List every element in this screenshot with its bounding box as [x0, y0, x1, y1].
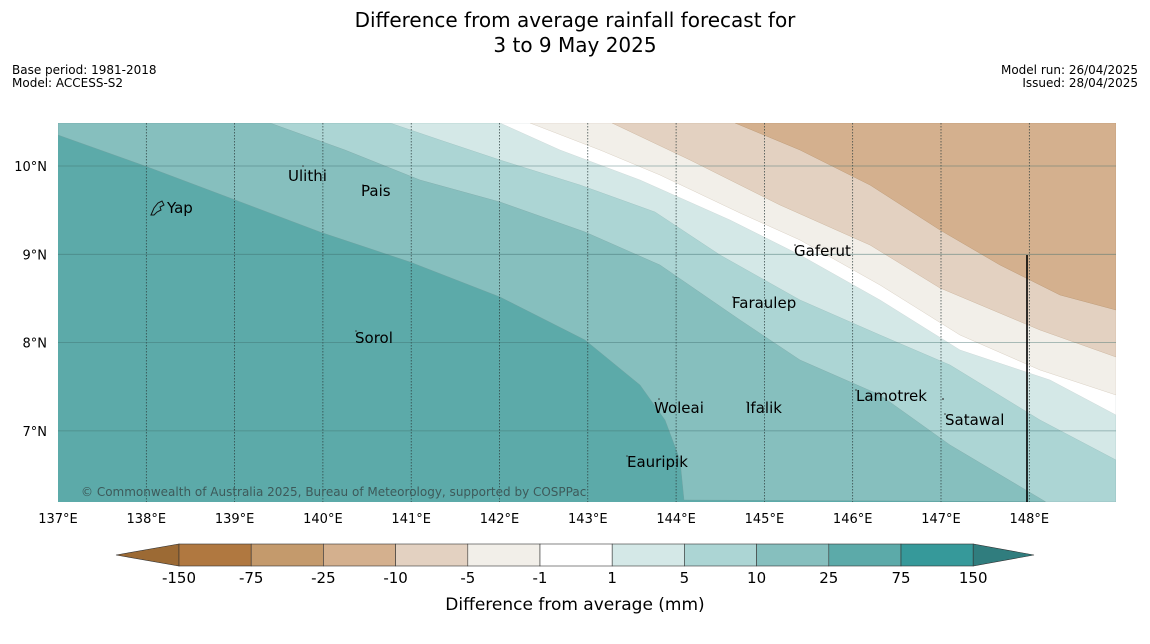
model-text: Model: ACCESS-S2	[12, 76, 124, 90]
colorbar-segment	[178, 543, 252, 567]
longitude-tick-label: 148°E	[1010, 512, 1050, 527]
colorbar-tick-label: 5	[680, 569, 690, 587]
colorbar-tick-label: -5	[460, 569, 475, 587]
colorbar-tick-label: -25	[311, 569, 336, 587]
colorbar-tick-label: 1	[607, 569, 617, 587]
island-markers	[302, 165, 946, 457]
copyright-text: © Commonwealth of Australia 2025, Bureau…	[81, 485, 586, 499]
longitude-tick-label: 144°E	[656, 512, 696, 527]
colorbar-high-extension	[972, 543, 1035, 567]
colorbar-segment	[828, 543, 902, 567]
colorbar-segment	[250, 543, 324, 567]
colorbar-segment	[756, 543, 830, 567]
contour-bands	[58, 123, 1116, 502]
label-ulithi: Ulithi	[288, 167, 327, 185]
longitude-tick-label: 138°E	[127, 512, 167, 527]
longitude-tick-label: 139°E	[215, 512, 255, 527]
label-satawal: Satawal	[945, 411, 1004, 429]
longitude-tick-label: 145°E	[745, 512, 785, 527]
longitude-tick-label: 142°E	[480, 512, 520, 527]
latitude-tick-label: 9°N	[23, 248, 48, 263]
colorbar-segment	[900, 543, 974, 567]
colorbar-segment	[611, 543, 685, 567]
longitude-tick-label: 140°E	[303, 512, 343, 527]
info-left: Base period: 1981-2018 Model: ACCESS-S2	[12, 64, 157, 90]
latitude-tick-label: 10°N	[14, 160, 47, 175]
yap-island-outline	[150, 200, 165, 216]
label-pais: Pais	[361, 182, 391, 200]
colorbar-label: Difference from average (mm)	[445, 595, 704, 615]
issued-text: Issued: 28/04/2025	[1022, 76, 1138, 90]
band-minus25-to-minus10	[734, 123, 1116, 311]
colorbar-segment	[395, 543, 469, 567]
colorbar-segment	[684, 543, 757, 567]
colorbar-segment	[467, 543, 541, 567]
latitude-tick-label: 7°N	[23, 425, 48, 440]
latitude-labels: 10°N 9°N 8°N 7°N	[14, 160, 47, 440]
label-eauripik: Eauripik	[627, 453, 688, 471]
colorbar-tick-label: 10	[747, 569, 766, 587]
base-period-text: Base period: 1981-2018	[12, 63, 157, 77]
longitude-tick-label: 146°E	[833, 512, 873, 527]
model-run-text: Model run: 26/04/2025	[1000, 63, 1138, 77]
colorbar-tick-label: 75	[891, 569, 910, 587]
longitude-tick-label: 141°E	[391, 512, 431, 527]
map-title-line1: Difference from average rainfall forecas…	[354, 8, 796, 32]
colorbar-segment	[539, 543, 613, 567]
latitude-tick-label: 8°N	[23, 337, 48, 352]
longitude-labels: 137°E 138°E 139°E 140°E 141°E 142°E 143°E 144°E…	[38, 512, 1049, 527]
colorbar	[115, 543, 1035, 567]
colorbar-tick-label: -75	[239, 569, 264, 587]
label-gaferut: Gaferut	[794, 242, 851, 260]
map-title-line2: 3 to 9 May 2025	[493, 33, 657, 57]
label-woleai: Woleai	[654, 399, 704, 417]
label-ifalik: Ifalik	[746, 399, 782, 417]
label-yap: Yap	[166, 199, 193, 217]
longitude-tick-label: 137°E	[38, 512, 78, 527]
colorbar-tick-labels: -150 -75 -25 -10 -5 -1 1 5 10 25 75 150	[162, 569, 988, 587]
longitude-tick-label: 143°E	[568, 512, 608, 527]
colorbar-tick-label: -150	[162, 569, 196, 587]
colorbar-tick-label: -1	[533, 569, 548, 587]
map-title: Difference from average rainfall forecas…	[0, 8, 1150, 58]
colorbar-tick-label: -10	[383, 569, 408, 587]
colorbar-segment	[323, 543, 396, 567]
label-sorol: Sorol	[355, 329, 393, 347]
label-lamotrek: Lamotrek	[856, 387, 927, 405]
colorbar-tick-label: 25	[819, 569, 838, 587]
graticule	[58, 123, 1116, 502]
colorbar-tick-label: 150	[959, 569, 988, 587]
longitude-tick-label: 147°E	[921, 512, 961, 527]
label-faraulep: Faraulep	[732, 294, 796, 312]
colorbar-low-extension	[115, 543, 180, 567]
info-right: Model run: 26/04/2025 Issued: 28/04/2025	[1001, 64, 1138, 90]
